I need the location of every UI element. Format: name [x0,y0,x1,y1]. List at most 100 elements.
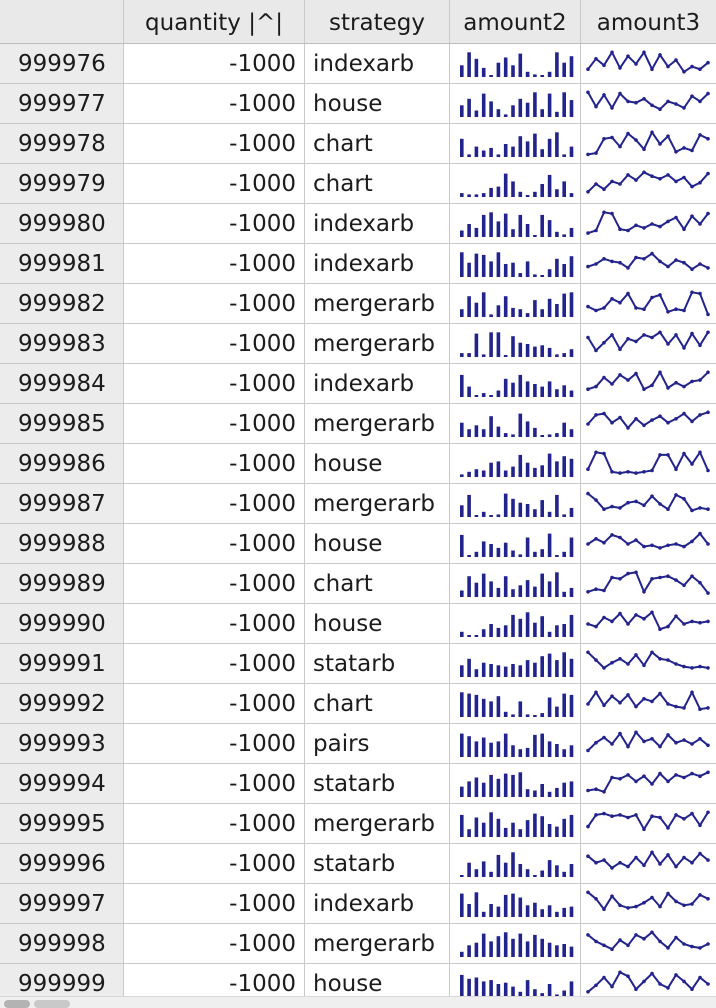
spark-point [658,259,662,264]
index-column-header[interactable] [0,0,124,44]
strategy-cell: mergerarb [305,924,450,964]
table-row[interactable]: 999977 -1000 house [0,84,716,124]
quantity-cell: -1000 [124,764,305,804]
spark-bar [555,433,559,437]
table-row[interactable]: 999998 -1000 mergerarb [0,924,716,964]
spark-point [626,744,630,749]
spark-point [610,619,614,624]
spark-bar [569,814,574,837]
scrollbar-thumb[interactable] [4,1000,30,1008]
table-row[interactable]: 999984 -1000 indexarb [0,364,716,404]
spark-bar [547,653,552,677]
spark-point [650,650,654,655]
table-row[interactable]: 999988 -1000 house [0,524,716,564]
spark-point [642,617,646,621]
spark-bar [496,818,501,837]
spark-bar [540,386,544,397]
spark-bar [511,745,515,757]
spark-bar [503,470,508,477]
spark-bar [562,353,566,357]
spark-bar [503,144,508,157]
spark-point [594,104,598,109]
spark-point [618,66,622,70]
spark-bar [511,382,515,397]
amount3-column-header[interactable]: amount3 [581,0,716,44]
table-row[interactable]: 999994 -1000 statarb [0,764,716,804]
spark-point [594,498,598,502]
row-index: 999979 [0,164,124,204]
spark-point [642,739,646,744]
spark-point [594,658,598,662]
spark-bar [467,576,471,597]
spark-point [626,173,630,177]
spark-bar [511,986,515,996]
quantity-cell: -1000 [124,84,305,124]
table-row[interactable]: 999995 -1000 mergerarb [0,804,716,844]
spark-point [626,131,630,136]
strategy-cell: statarb [305,644,450,684]
table-row[interactable]: 999979 -1000 chart [0,164,716,204]
quantity-column-header[interactable]: quantity |^| [124,0,305,44]
table-row[interactable]: 999980 -1000 indexarb [0,204,716,244]
table-row[interactable]: 999985 -1000 mergerarb [0,404,716,444]
spark-bar [525,714,530,717]
spark-point [658,293,662,297]
table-row[interactable]: 999993 -1000 pairs [0,724,716,764]
spark-point [666,543,670,548]
table-row[interactable]: 999990 -1000 house [0,604,716,644]
spark-point [690,94,694,98]
table-row[interactable]: 999996 -1000 statarb [0,844,716,884]
scrollbar-track-segment[interactable] [34,1000,70,1008]
spark-bar [525,941,530,957]
spark-bar [540,656,544,677]
table-row[interactable]: 999982 -1000 mergerarb [0,284,716,324]
table-row[interactable]: 999978 -1000 chart [0,124,716,164]
spark-bar [555,911,559,917]
spark-point [682,308,686,313]
spark-point [682,664,686,669]
spark-point [634,730,638,735]
table-row[interactable]: 999991 -1000 statarb [0,644,716,684]
spark-point [666,99,670,104]
spark-point [634,471,638,475]
spark-point [618,182,622,186]
spark-point [650,418,654,422]
spark-point [594,182,598,186]
strategy-column-header[interactable]: strategy [305,0,450,44]
spark-bar [540,733,544,757]
spark-bar [547,581,552,597]
table-row[interactable]: 999987 -1000 mergerarb [0,484,716,524]
table-row[interactable]: 999981 -1000 indexarb [0,244,716,284]
spark-point [634,306,638,310]
spark-bar [555,304,559,317]
spark-line [587,130,709,156]
spark-bar [467,658,471,677]
amount2-sparkbar [460,892,574,917]
table-row[interactable]: 999989 -1000 chart [0,564,716,604]
spark-point [610,575,614,580]
spark-bar [569,587,574,597]
table-row[interactable]: 999997 -1000 indexarb [0,884,716,924]
horizontal-scrollbar[interactable] [0,996,716,1008]
amount2-sparkbar [460,974,574,996]
spark-bar [489,812,493,837]
spark-point [706,743,710,748]
spark-point [618,347,622,351]
amount3-sparkline [586,810,710,832]
table-row[interactable]: 999976 -1000 indexarb [0,44,716,84]
table-row[interactable]: 999983 -1000 mergerarb [0,324,716,364]
spark-point [682,775,686,780]
spark-line [587,370,709,391]
table-row[interactable]: 999992 -1000 chart [0,684,716,724]
table-row[interactable]: 999999 -1000 house [0,964,716,996]
spark-point [666,173,670,177]
amount2-column-header[interactable]: amount2 [450,0,581,44]
spark-bar [467,471,471,477]
spark-point [642,170,646,175]
spark-bar [555,555,559,557]
spark-point [634,538,638,542]
spark-point [698,737,702,741]
spark-point [690,742,694,746]
spark-bar [496,984,501,996]
table-row[interactable]: 999986 -1000 house [0,444,716,484]
